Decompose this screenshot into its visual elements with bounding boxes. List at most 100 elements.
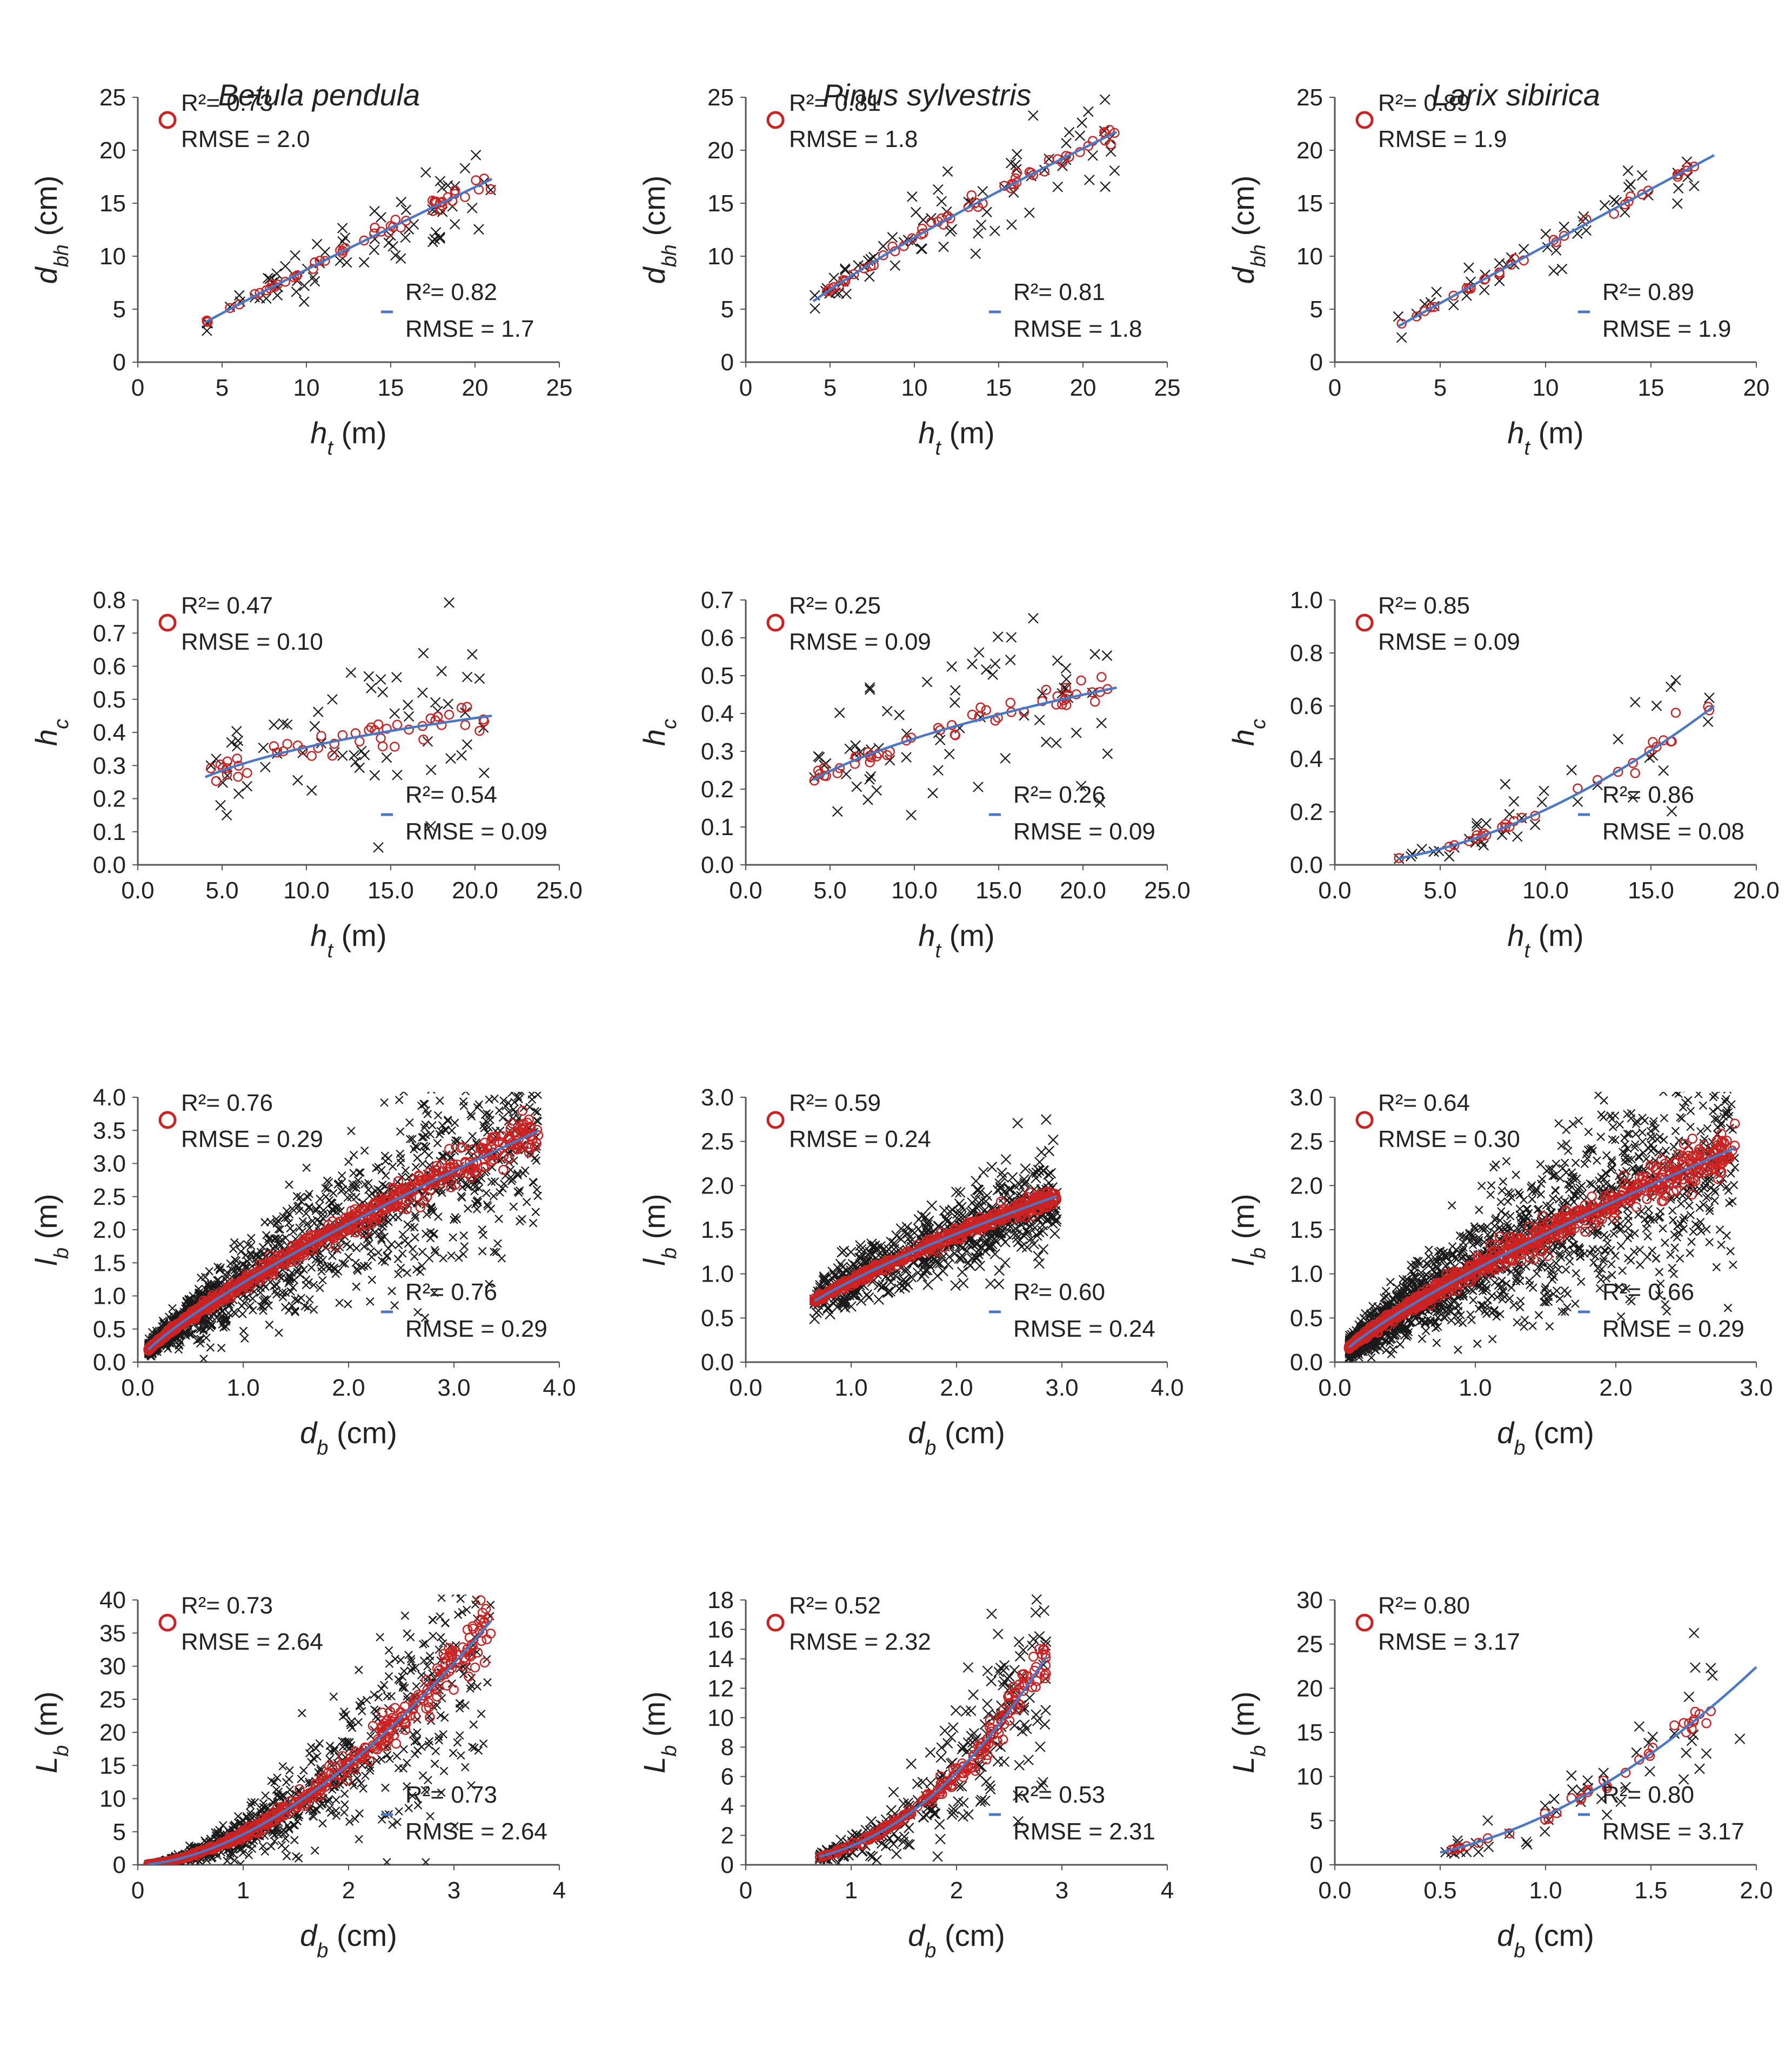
y-tick-label: 0.5 — [93, 686, 126, 713]
observed-point — [1447, 1201, 1456, 1210]
legend-upper-r2: R²= 0.85 — [1378, 592, 1470, 619]
observed-point — [1084, 175, 1095, 185]
observed-point — [369, 244, 380, 256]
observed-point — [427, 1092, 436, 1094]
observed-point — [1064, 126, 1075, 138]
observed-point — [297, 1293, 306, 1303]
observed-point — [913, 1223, 924, 1235]
modelled-point — [450, 185, 460, 196]
modelled-point — [205, 763, 216, 773]
y-tick-label: 0.6 — [1290, 693, 1323, 719]
observed-point — [1676, 1113, 1684, 1122]
observed-point — [246, 1249, 255, 1258]
observed-point — [344, 1299, 352, 1309]
observed-point — [269, 719, 279, 730]
legend-upper-r2: R²= 0.76 — [181, 1090, 273, 1116]
observed-point — [811, 1307, 822, 1318]
observed-point — [514, 1095, 523, 1104]
observed-point — [309, 1281, 318, 1290]
observed-point — [328, 1251, 337, 1261]
modelled-point — [1672, 169, 1683, 180]
modelled-point — [234, 299, 245, 310]
y-tick-label: 0.8 — [93, 587, 126, 613]
plot-area — [810, 94, 1120, 314]
observed-point — [954, 1187, 966, 1198]
y-tick-label: 0.5 — [93, 1316, 126, 1343]
observed-point — [987, 669, 998, 680]
observed-point — [840, 264, 851, 276]
modelled-point — [436, 720, 447, 730]
observed-point — [1010, 159, 1021, 170]
observed-point — [352, 1192, 360, 1202]
observed-point — [917, 1271, 927, 1282]
observed-point — [290, 250, 300, 261]
x-axis-label: ht (m) — [918, 918, 994, 962]
observed-point — [1630, 1229, 1639, 1238]
observed-point — [247, 1233, 256, 1243]
observed-point — [281, 1288, 290, 1297]
modelled-point — [918, 228, 928, 238]
observed-point — [529, 1178, 538, 1187]
observed-point — [271, 1234, 280, 1243]
observed-point — [354, 762, 365, 773]
modelled-point — [391, 1184, 402, 1195]
observed-point — [1611, 1136, 1620, 1144]
observed-point — [1668, 1206, 1677, 1215]
observed-point — [1094, 797, 1106, 808]
legend-lower-rmse: RMSE = 1.7 — [405, 316, 534, 342]
observed-point — [533, 1092, 543, 1099]
observed-point — [249, 1306, 257, 1315]
y-tick-label: 0.1 — [701, 814, 734, 841]
x-tick-label: 10 — [293, 375, 320, 401]
observed-point — [981, 664, 992, 675]
observed-point — [973, 228, 984, 239]
observed-point — [1479, 284, 1490, 296]
y-tick-label: 0.5 — [1290, 1305, 1323, 1331]
observed-point — [973, 1249, 984, 1259]
modelled-point — [330, 1226, 341, 1237]
observed-point — [352, 1244, 361, 1252]
observed-point — [406, 1223, 415, 1231]
observed-point — [904, 1232, 915, 1243]
x-tick-label: 3.0 — [437, 1375, 470, 1401]
modelled-point — [1019, 1199, 1029, 1210]
observed-point — [509, 1105, 518, 1114]
observed-point — [973, 1184, 984, 1196]
modelled-point — [456, 703, 467, 713]
observed-point — [478, 1247, 487, 1256]
observed-point — [309, 721, 320, 732]
modelled-point — [1012, 168, 1022, 178]
observed-point — [978, 1166, 989, 1178]
observed-point — [1613, 733, 1624, 745]
observed-point — [819, 1273, 830, 1284]
observed-point — [472, 1175, 481, 1184]
observed-point — [340, 1259, 350, 1268]
observed-point — [391, 672, 402, 683]
modelled-point — [211, 776, 222, 786]
observed-point — [467, 1112, 476, 1121]
observed-point — [366, 1297, 375, 1306]
observed-point — [1004, 1184, 1015, 1196]
observed-point — [1443, 1253, 1452, 1262]
observed-point — [451, 1136, 460, 1145]
modelled-point — [261, 285, 272, 296]
observed-point — [437, 1185, 446, 1194]
observed-point — [1644, 1205, 1653, 1213]
observed-point — [1661, 1146, 1670, 1155]
observed-point — [387, 1240, 396, 1249]
observed-point — [435, 1130, 444, 1139]
observed-point — [884, 755, 895, 766]
observed-point — [533, 1191, 542, 1201]
observed-point — [1557, 1142, 1566, 1150]
observed-point — [515, 1186, 524, 1195]
observed-point — [1432, 1338, 1441, 1348]
observed-point — [1673, 1222, 1682, 1231]
observed-point — [331, 1203, 340, 1212]
modelled-point — [1429, 302, 1440, 312]
y-tick-label: 0.4 — [701, 701, 734, 727]
observed-point — [917, 243, 928, 255]
observed-point — [377, 1166, 386, 1175]
modelled-point — [828, 282, 839, 292]
observed-point — [394, 1270, 403, 1279]
observed-point — [1512, 1170, 1520, 1179]
